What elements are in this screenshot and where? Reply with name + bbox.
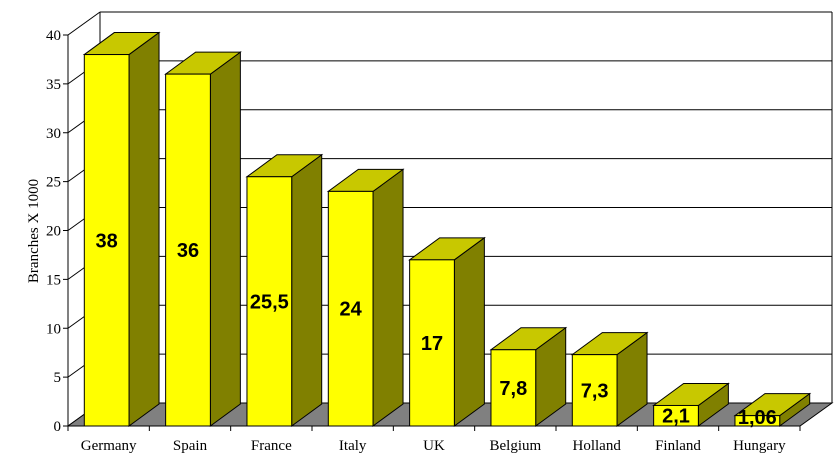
- data-label: 24: [340, 299, 363, 321]
- y-tick-label: 0: [54, 419, 62, 435]
- y-tick-label: 35: [46, 77, 61, 93]
- data-label: 17: [421, 333, 443, 355]
- bar: [409, 259, 455, 427]
- bar-side: [453, 236, 485, 427]
- y-tick-label: 20: [46, 224, 61, 240]
- bar: [734, 415, 781, 427]
- data-labels: 38 36 25,5 24 17 7,8 7,3 2,1 1,06: [96, 230, 777, 429]
- x-tick-label: France: [251, 438, 292, 454]
- y-tick-label: 30: [46, 126, 61, 142]
- x-tick-label: Belgium: [489, 438, 541, 454]
- bar-side: [291, 153, 323, 427]
- bar: [327, 190, 374, 427]
- bar: [165, 73, 211, 427]
- bar: [83, 54, 130, 427]
- x-tick-label: Spain: [173, 438, 208, 454]
- x-axis-labels: Germany Spain France Italy UK Belgium Holland F…: [81, 438, 786, 454]
- y-tick-label: 25: [46, 175, 61, 191]
- y-tick-label: 40: [46, 28, 61, 44]
- bar: [571, 354, 618, 427]
- x-tick-label: Hungary: [733, 438, 786, 454]
- y-axis-title: Branches X 1000: [26, 179, 42, 283]
- y-tick-label: 5: [54, 370, 62, 386]
- y-tick-label: 15: [46, 272, 61, 288]
- data-label: 7,3: [581, 380, 609, 402]
- x-tick-label: Italy: [339, 438, 367, 454]
- bar-side: [372, 168, 404, 427]
- data-label: 1,06: [738, 407, 777, 429]
- data-label: 7,8: [499, 378, 527, 400]
- x-tick-label: Holland: [573, 438, 622, 454]
- bars: [82, 31, 812, 427]
- y-tick-label: 10: [46, 321, 61, 337]
- bar: [653, 404, 699, 427]
- data-label: 2,1: [662, 406, 690, 428]
- bar: [490, 349, 537, 427]
- bar: [246, 176, 293, 427]
- data-label: 25,5: [250, 291, 289, 313]
- bar-side: [209, 51, 241, 427]
- x-tick-label: Germany: [81, 438, 137, 454]
- data-label: 36: [177, 240, 199, 262]
- x-tick-label: UK: [423, 438, 445, 454]
- data-label: 38: [96, 230, 118, 252]
- gridline-side: [67, 11, 101, 36]
- bar-side: [128, 31, 160, 427]
- x-tick-label: Finland: [655, 438, 701, 454]
